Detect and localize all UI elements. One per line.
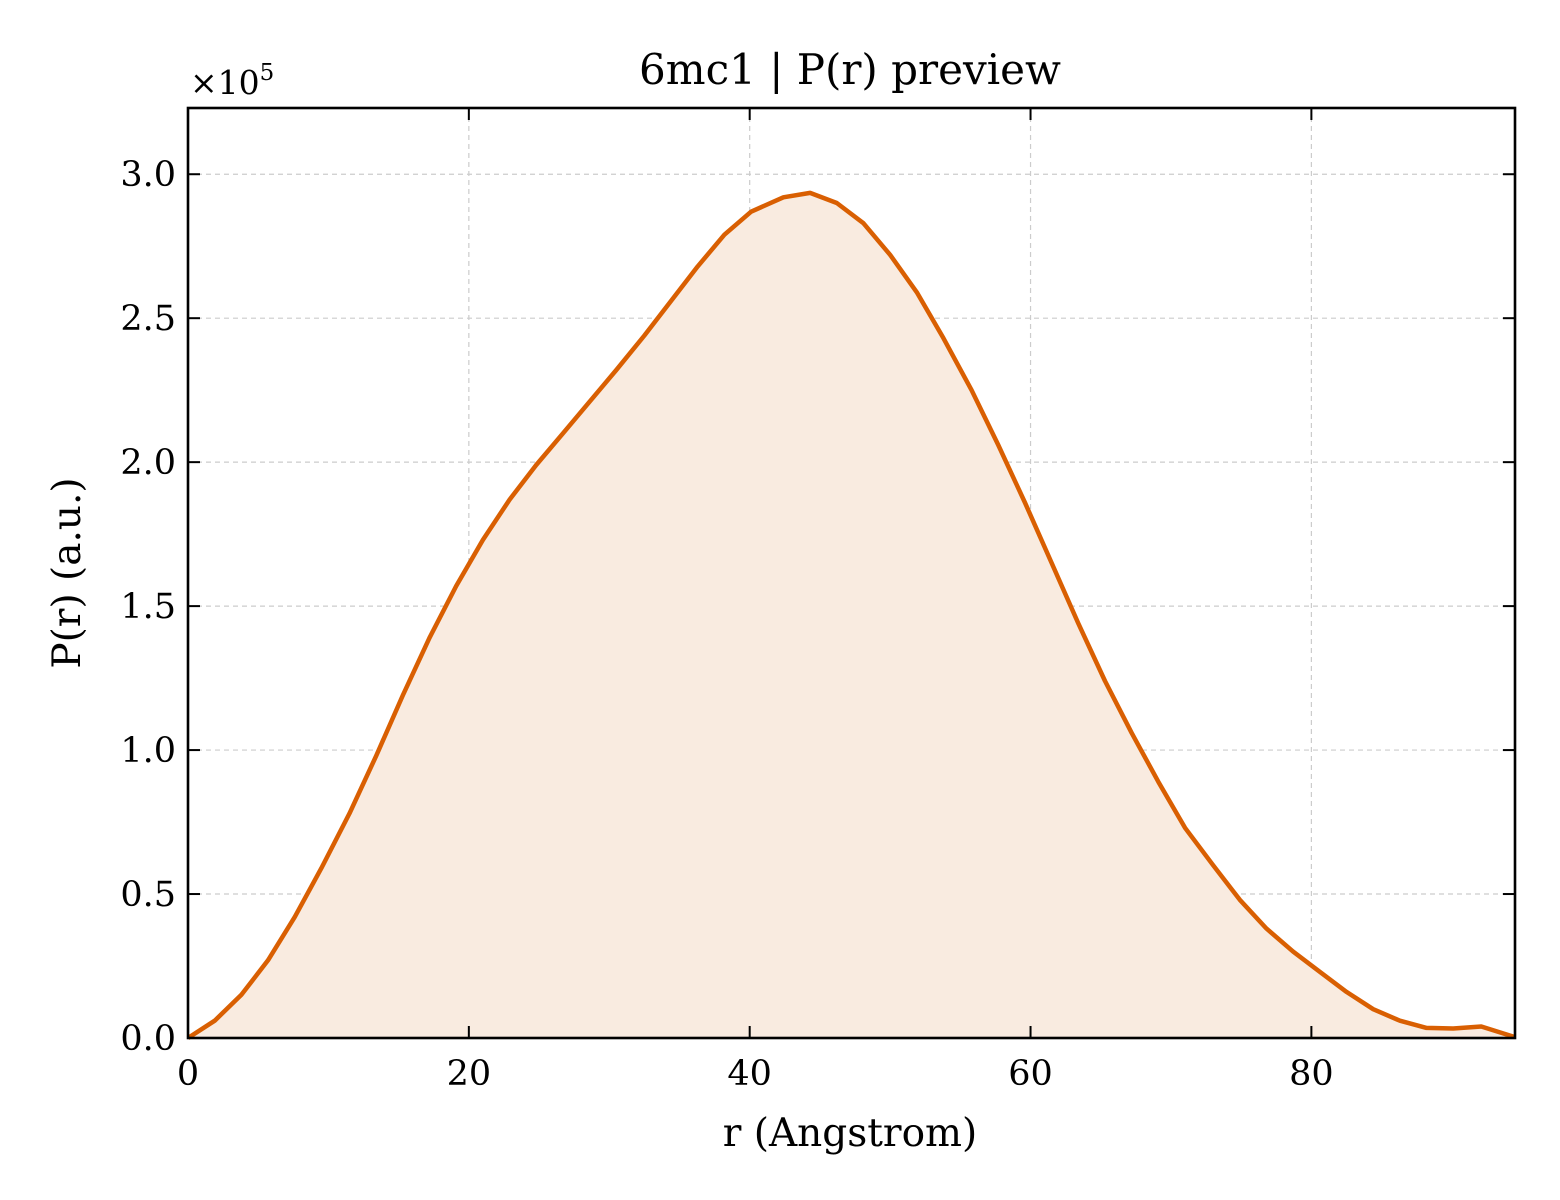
y-tick-label: 2.5 xyxy=(120,299,176,339)
plot-frame xyxy=(186,106,1517,1040)
x-tick-label: 0 xyxy=(177,1054,199,1094)
x-tick-label: 80 xyxy=(1289,1054,1334,1094)
y-axis-label: P(r) (a.u.) xyxy=(45,477,90,668)
x-axis-label: r (Angstrom) xyxy=(723,1111,978,1156)
pr-area-fill xyxy=(188,192,1515,1038)
chart-title: 6mc1 | P(r) preview xyxy=(639,45,1061,94)
y-scale-multiplier: ×105 xyxy=(190,60,274,102)
y-tick-label: 0.5 xyxy=(120,875,176,915)
x-tick-label: 40 xyxy=(727,1054,772,1094)
y-tick-label: 1.0 xyxy=(120,731,176,771)
y-tick-label: 0.0 xyxy=(120,1019,176,1059)
x-tick-label: 60 xyxy=(1008,1054,1053,1094)
y-tick-label: 2.0 xyxy=(120,443,176,483)
x-tick-label: 20 xyxy=(447,1054,492,1094)
y-tick-label: 3.0 xyxy=(120,155,176,195)
pr-curve-line xyxy=(186,190,1516,1040)
y-tick-label: 1.5 xyxy=(120,587,176,627)
axis-ticks: 0 20 40 60 80 0.0 0.5 1.0 1.5 2.0 2.5 3.0 xyxy=(120,108,1515,1094)
